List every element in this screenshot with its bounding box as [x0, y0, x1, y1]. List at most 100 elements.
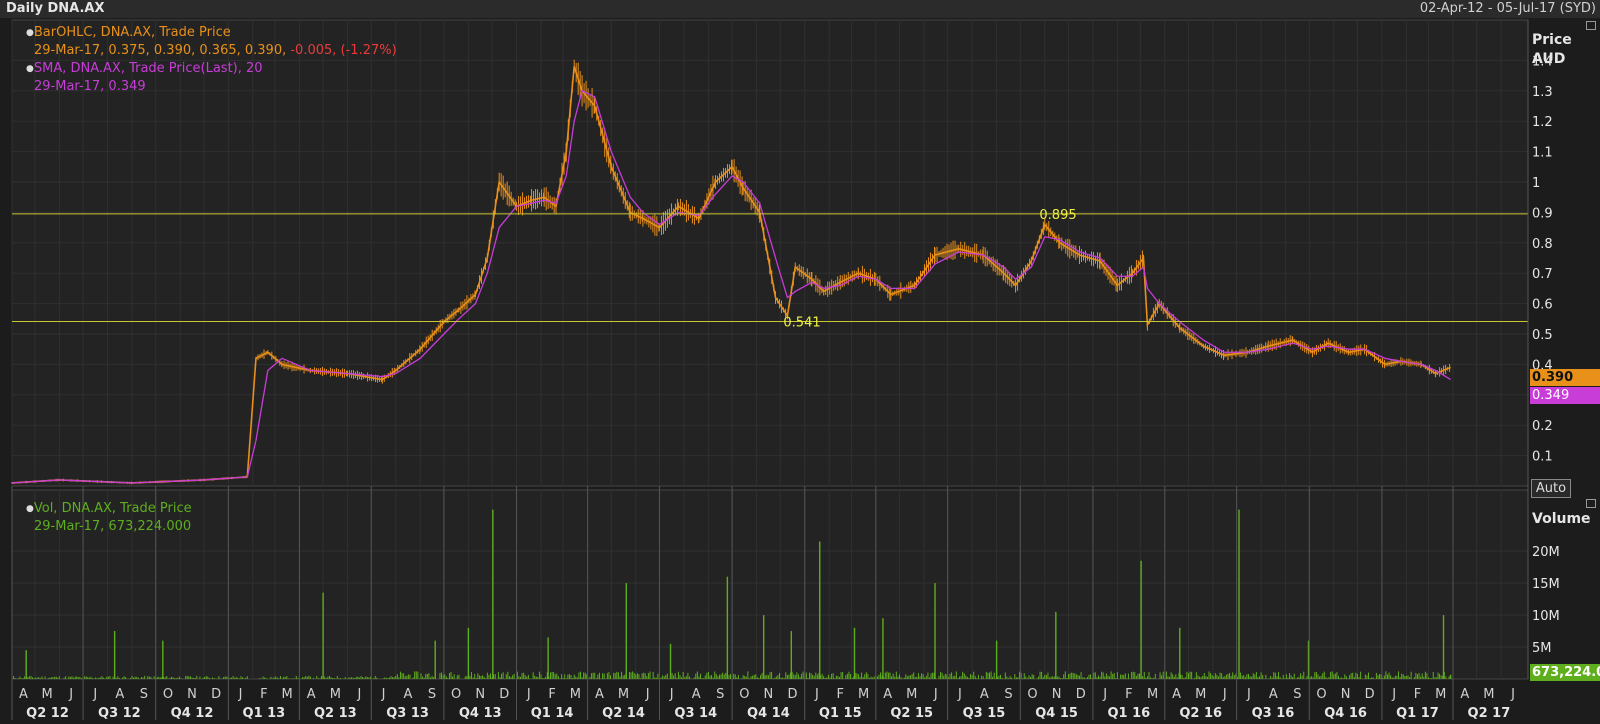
sma-layer	[11, 89, 1451, 484]
price-tick-label: 1.1	[1532, 146, 1553, 161]
price-tick-label: 0.9	[1532, 206, 1553, 221]
sma-price-tag: 0.349	[1530, 387, 1600, 404]
price-tick-label: 0.6	[1532, 298, 1553, 313]
month-tick-label: J	[1102, 687, 1107, 702]
month-tick-label: J	[68, 687, 73, 702]
month-tick-label: M	[1195, 687, 1206, 702]
price-tick-label: 1.2	[1532, 115, 1553, 130]
volume-tick-label: 20M	[1532, 545, 1560, 560]
month-tick-label: A	[980, 687, 989, 702]
ohlc-legend-values: 29-Mar-17, 0.375, 0.390, 0.365, 0.390,	[34, 43, 287, 58]
volume-layer	[11, 509, 1452, 679]
quarter-tick-label: Q2 16	[1179, 706, 1222, 721]
chart-title: Daily DNA.AX	[6, 1, 105, 16]
price-axis-title-1: Price	[1532, 32, 1572, 48]
quarter-tick-label: Q1 14	[531, 706, 574, 721]
month-tick-label: F	[548, 687, 555, 702]
price-tick-label: 1.4	[1532, 54, 1553, 69]
month-tick-label: M	[330, 687, 341, 702]
ohlc-legend-change: -0.005, (-1.27%)	[290, 43, 397, 58]
volume-panel	[11, 489, 1529, 680]
month-tick-label: J	[933, 687, 938, 702]
month-tick-label: J	[957, 687, 962, 702]
month-tick-label: J	[92, 687, 97, 702]
ohlc-legend-label: BarOHLC, DNA.AX, Trade Price	[33, 25, 231, 40]
month-tick-label: D	[787, 687, 797, 702]
month-tick-label: M	[1435, 687, 1446, 702]
auto-scale-button[interactable]: Auto	[1531, 479, 1571, 498]
month-tick-label: M	[618, 687, 629, 702]
month-tick-label: O	[1027, 687, 1037, 702]
month-tick-label: A	[1269, 687, 1278, 702]
month-tick-label: D	[1365, 687, 1375, 702]
date-range: 02-Apr-12 - 05-Jul-17 (SYD)	[1419, 1, 1596, 16]
month-tick-label: S	[1293, 687, 1301, 702]
month-tick-label: D	[211, 687, 221, 702]
price-axis-title-2: AUD	[1532, 51, 1565, 67]
quarter-tick-label: Q2 13	[314, 706, 357, 721]
volume-axis-title: Volume	[1532, 511, 1591, 527]
grid-layer	[11, 19, 1529, 680]
quarter-tick-label: Q1 16	[1108, 706, 1151, 721]
month-tick-label: J	[238, 687, 243, 702]
legend-dot-icon[interactable]: ●	[26, 504, 34, 514]
month-tick-label: A	[883, 687, 892, 702]
month-tick-label: S	[716, 687, 724, 702]
month-tick-label: J	[1246, 687, 1251, 702]
month-tick-label: F	[837, 687, 844, 702]
month-tick-label: A	[404, 687, 413, 702]
month-tick-label: J	[814, 687, 819, 702]
month-tick-label: A	[307, 687, 316, 702]
volume-tick-label: 15M	[1532, 577, 1560, 592]
month-tick-label: S	[140, 687, 148, 702]
title-bar: Daily DNA.AX 02-Apr-12 - 05-Jul-17 (SYD)	[0, 0, 1600, 18]
month-tick-label: J	[1510, 687, 1515, 702]
legend-dot-icon[interactable]: ●	[26, 64, 34, 74]
quarter-tick-label: Q3 12	[98, 706, 141, 721]
month-tick-label: M	[570, 687, 581, 702]
quarter-tick-label: Q3 13	[386, 706, 429, 721]
legend-dot-icon[interactable]: ●	[26, 28, 34, 38]
price-tick-label: 0.2	[1532, 419, 1553, 434]
month-tick-label: N	[187, 687, 197, 702]
price-tick-label: 1	[1532, 176, 1540, 191]
month-tick-label: A	[1172, 687, 1181, 702]
quarter-tick-label: Q2 12	[26, 706, 69, 721]
month-tick-label: J	[645, 687, 650, 702]
price-panel	[11, 19, 1529, 487]
quarter-tick-label: Q1 17	[1396, 706, 1439, 721]
volume-tick-label: 10M	[1532, 609, 1560, 624]
last-price-tag: 0.390	[1530, 369, 1600, 386]
volume-legend-label: Vol, DNA.AX, Trade Price	[33, 501, 192, 516]
month-tick-label: A	[692, 687, 701, 702]
month-tick-label: O	[451, 687, 461, 702]
month-tick-label: O	[163, 687, 173, 702]
quarter-tick-label: Q4 16	[1324, 706, 1367, 721]
month-tick-label: F	[1125, 687, 1132, 702]
price-tick-label: 0.5	[1532, 328, 1553, 343]
month-tick-label: F	[1414, 687, 1421, 702]
hline-label-upper: 0.895	[1039, 208, 1076, 223]
quarter-tick-label: Q3 16	[1252, 706, 1295, 721]
month-tick-label: S	[428, 687, 436, 702]
quarter-tick-label: Q3 14	[674, 706, 717, 721]
panel-maximize-icon[interactable]	[1586, 21, 1596, 30]
month-tick-label: M	[1147, 687, 1158, 702]
sma-legend-label: SMA, DNA.AX, Trade Price(Last), 20	[33, 61, 263, 76]
month-tick-label: M	[1483, 687, 1494, 702]
month-tick-label: M	[906, 687, 917, 702]
price-tick-label: 0.8	[1532, 237, 1553, 252]
quarter-tick-label: Q1 13	[243, 706, 286, 721]
hline-label-lower: 0.541	[783, 316, 820, 331]
sma-series-line	[11, 89, 1451, 484]
panel-maximize-icon[interactable]	[1586, 499, 1596, 508]
month-tick-label: F	[260, 687, 267, 702]
month-tick-label: O	[739, 687, 749, 702]
month-tick-label: A	[19, 687, 28, 702]
volume-tick-label: 5M	[1532, 641, 1552, 656]
month-tick-label: J	[356, 687, 361, 702]
quarter-tick-label: Q2 17	[1468, 706, 1511, 721]
month-tick-label: N	[475, 687, 485, 702]
month-tick-label: O	[1316, 687, 1326, 702]
